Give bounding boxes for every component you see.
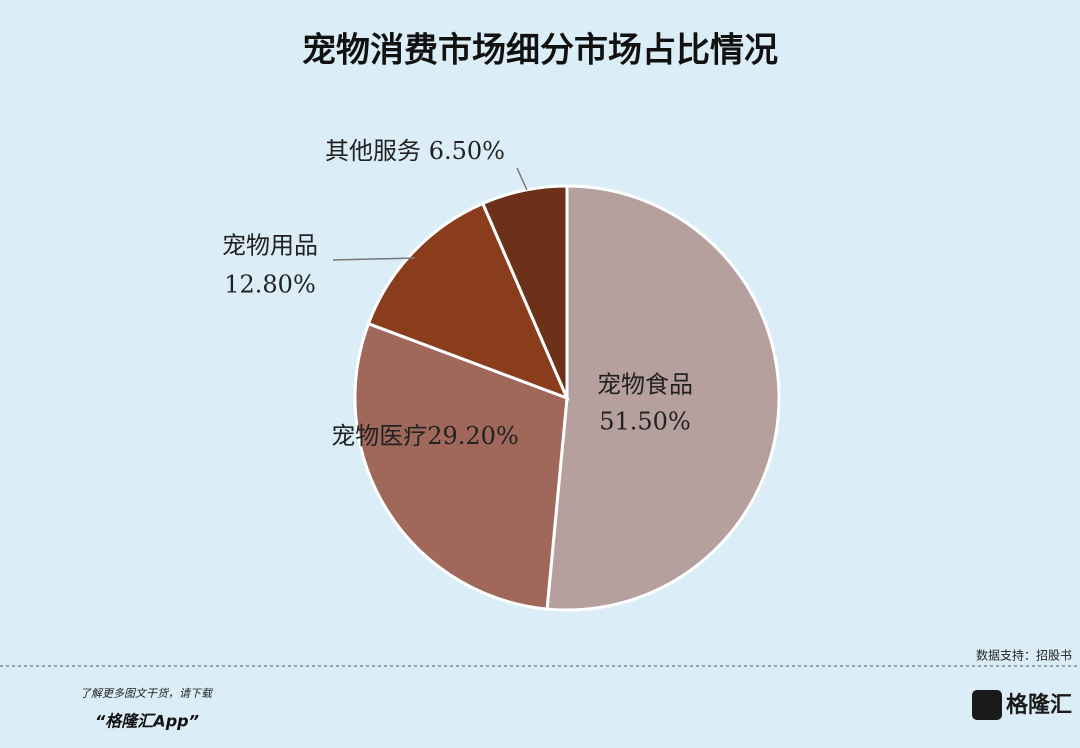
pie-slice	[366, 201, 570, 401]
pie-slice	[480, 184, 569, 399]
promo-text: 了解更多图文干货，请下载	[80, 687, 214, 700]
slice-label: 宠物医疗29.20%	[331, 422, 519, 450]
value-label: 29.20%	[427, 422, 519, 450]
source-note: 数据支持：招股书	[976, 648, 1072, 663]
chart-title: 宠物消费市场细分市场占比情况	[302, 31, 778, 71]
category-label: 宠物食品	[597, 371, 693, 399]
brand-logo: 格隆汇	[972, 690, 1072, 720]
value-label: 51.50%	[599, 408, 691, 436]
brand-name: 格隆汇	[1006, 692, 1072, 718]
category-label: 宠物用品	[222, 232, 318, 260]
app-name: “格隆汇App”	[95, 712, 199, 731]
slice-label: 其他服务 6.50%	[325, 137, 505, 165]
logo-icon	[972, 690, 1002, 720]
value-label: 6.50%	[429, 137, 505, 165]
value-label: 12.80%	[224, 271, 316, 299]
pie-slice	[353, 321, 569, 611]
pie-slice	[545, 184, 781, 612]
category-label: 其他服务	[325, 137, 421, 165]
category-label: 宠物医疗	[331, 422, 427, 450]
leader-line	[332, 257, 416, 261]
leader-line	[516, 167, 528, 191]
